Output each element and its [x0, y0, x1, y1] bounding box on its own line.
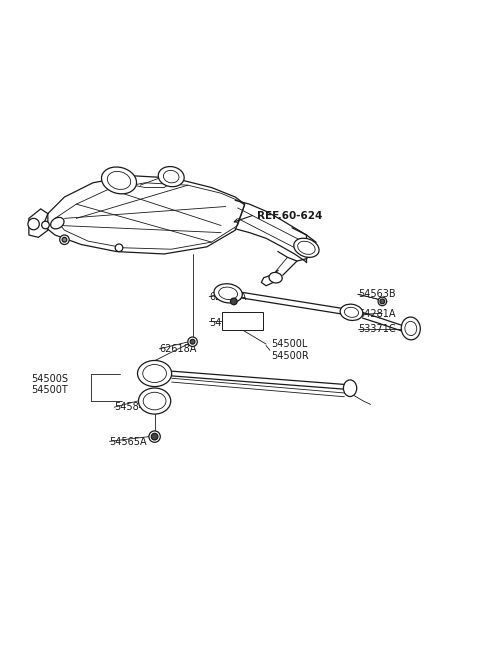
Circle shape	[230, 298, 237, 305]
Ellipse shape	[158, 166, 184, 187]
Text: 62618A: 62618A	[209, 291, 247, 302]
Ellipse shape	[345, 307, 359, 318]
Circle shape	[380, 299, 384, 304]
Ellipse shape	[101, 167, 136, 194]
Text: 62618A: 62618A	[159, 344, 197, 354]
Ellipse shape	[219, 287, 238, 299]
Text: 54563B: 54563B	[359, 290, 396, 299]
Circle shape	[42, 221, 49, 229]
FancyBboxPatch shape	[222, 312, 263, 330]
Text: 54281A: 54281A	[359, 309, 396, 319]
Ellipse shape	[108, 172, 131, 189]
Text: 54584A: 54584A	[114, 402, 152, 412]
Ellipse shape	[340, 304, 363, 320]
Ellipse shape	[298, 241, 315, 254]
Circle shape	[151, 434, 158, 440]
Ellipse shape	[137, 360, 172, 386]
Text: 54551D: 54551D	[209, 318, 248, 328]
Ellipse shape	[294, 238, 319, 257]
Text: 54500S
54500T: 54500S 54500T	[31, 373, 68, 395]
Ellipse shape	[214, 284, 242, 303]
Circle shape	[28, 218, 39, 230]
Ellipse shape	[143, 392, 166, 410]
Circle shape	[62, 237, 67, 242]
Text: 54565A: 54565A	[109, 438, 147, 447]
Ellipse shape	[343, 380, 357, 396]
Text: REF.60-624: REF.60-624	[257, 211, 322, 221]
Circle shape	[188, 337, 197, 346]
Ellipse shape	[401, 317, 420, 340]
Circle shape	[149, 431, 160, 442]
Ellipse shape	[163, 170, 179, 183]
Circle shape	[115, 244, 123, 252]
Ellipse shape	[51, 217, 64, 229]
Ellipse shape	[269, 272, 282, 283]
Ellipse shape	[405, 322, 417, 335]
Ellipse shape	[143, 364, 167, 383]
Circle shape	[190, 339, 195, 344]
Circle shape	[378, 297, 386, 306]
Circle shape	[60, 235, 69, 244]
Text: 54500L
54500R: 54500L 54500R	[271, 339, 309, 361]
Ellipse shape	[138, 388, 171, 414]
Text: 53371C: 53371C	[359, 324, 396, 334]
Polygon shape	[29, 209, 48, 237]
